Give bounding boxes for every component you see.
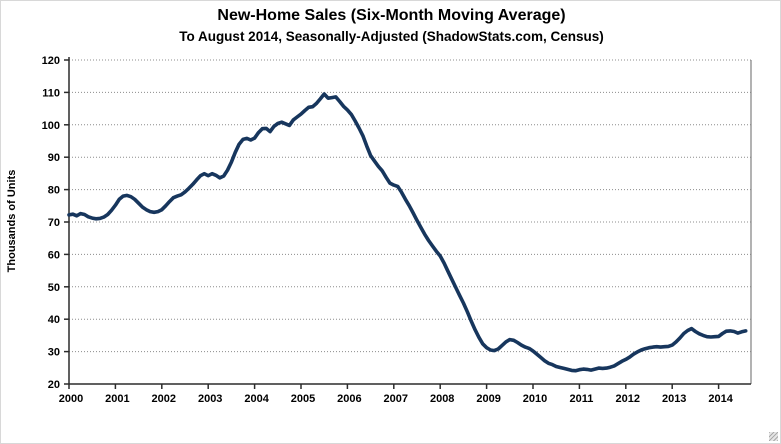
x-tick-label: 2000 [59,393,83,405]
sales-line [67,92,748,373]
x-tick-label: 2004 [244,393,269,405]
x-tick-label: 2005 [291,393,315,405]
x-tick-label: 2012 [616,393,640,405]
x-tick-label: 2002 [152,393,176,405]
y-tick-label: 20 [48,379,60,391]
y-axis-label: Thousands of Units [6,169,18,273]
x-tick-label: 2001 [105,393,129,405]
y-tick-label: 60 [48,249,60,261]
x-tick-label: 2010 [523,393,547,405]
y-tick-label: 120 [42,55,60,67]
y-tick-label: 80 [48,185,60,197]
y-tick-label: 90 [48,152,60,164]
x-tick-label: 2008 [430,393,454,405]
y-tick-label: 50 [48,282,60,294]
x-tick-label: 2014 [708,393,733,405]
x-tick-label: 2009 [476,393,500,405]
y-tick-label: 40 [48,314,60,326]
y-tick-label: 30 [48,347,60,359]
x-tick-label: 2006 [337,393,361,405]
x-tick-label: 2011 [569,393,593,405]
y-tick-label: 70 [48,217,60,229]
y-tick-label: 100 [42,120,60,132]
x-tick-label: 2013 [662,393,686,405]
x-tick-label: 2003 [198,393,222,405]
corner-artifact [769,432,778,441]
chart-subtitle: To August 2014, Seasonally-Adjusted (Sha… [179,29,604,44]
x-tick-label: 2007 [384,393,408,405]
chart-title: New-Home Sales (Six-Month Moving Average… [217,7,566,24]
y-tick-label: 110 [42,87,60,99]
